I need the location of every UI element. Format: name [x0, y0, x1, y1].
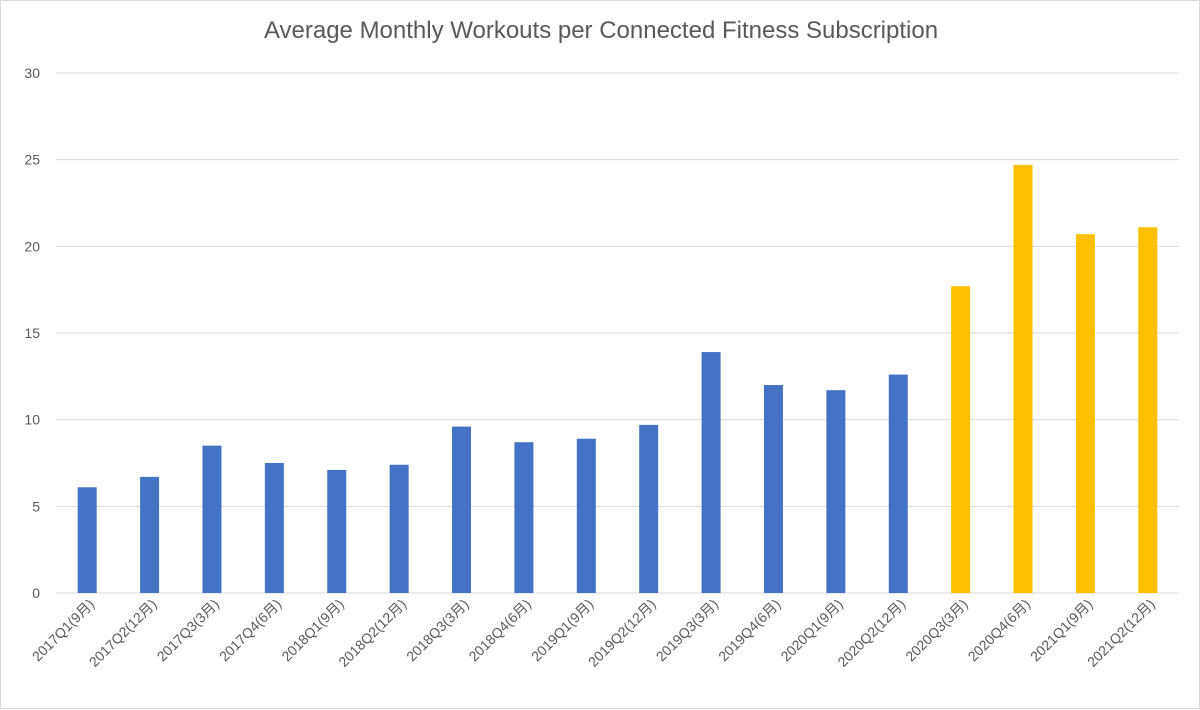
x-tick-label: 2017Q3(3月)	[154, 596, 223, 665]
bar	[763, 385, 783, 593]
x-tick-label: 2019Q3(3月)	[653, 596, 722, 665]
bar	[826, 390, 846, 593]
x-tick-label: 2020Q3(3月)	[902, 596, 971, 665]
y-axis: 0 5 10 15 20 25 30	[24, 65, 40, 601]
bar	[389, 464, 409, 593]
y-tick-label: 30	[24, 65, 40, 81]
x-axis: 2017Q1(9月)2017Q2(12月)2017Q3(3月)2017Q4(6月…	[29, 596, 1158, 670]
y-tick-label: 10	[24, 412, 40, 428]
x-tick-label: 2018Q3(3月)	[403, 596, 472, 665]
x-tick-label: 2018Q4(6月)	[465, 596, 534, 665]
bar	[452, 426, 472, 593]
bars	[77, 164, 1158, 593]
x-tick-label: 2019Q4(6月)	[715, 596, 784, 665]
bar	[140, 476, 160, 593]
x-tick-label: 2020Q4(6月)	[965, 596, 1034, 665]
bar	[1013, 164, 1033, 593]
bar	[77, 487, 97, 593]
x-tick-label: 2019Q1(9月)	[528, 596, 597, 665]
chart-title: Average Monthly Workouts per Connected F…	[263, 17, 939, 44]
x-tick-label: 2020Q1(9月)	[777, 596, 846, 665]
bar	[701, 352, 721, 593]
bar	[327, 469, 347, 593]
bar	[514, 442, 534, 593]
y-tick-label: 15	[24, 325, 40, 341]
gridlines	[56, 72, 1179, 594]
bar	[888, 374, 908, 593]
bar	[1075, 234, 1095, 593]
bar	[202, 445, 222, 593]
bar	[1138, 227, 1158, 593]
bar	[951, 286, 971, 593]
y-tick-label: 5	[32, 498, 40, 514]
x-tick-label: 2017Q1(9月)	[29, 596, 98, 665]
x-tick-label: 2018Q1(9月)	[278, 596, 347, 665]
x-tick-label: 2021Q1(9月)	[1027, 596, 1096, 665]
x-tick-label: 2017Q4(6月)	[216, 596, 285, 665]
y-tick-label: 0	[32, 585, 40, 601]
bar	[639, 424, 659, 593]
y-tick-label: 20	[24, 238, 40, 254]
bar	[576, 438, 596, 593]
bar	[264, 463, 284, 593]
y-tick-label: 25	[24, 152, 40, 168]
